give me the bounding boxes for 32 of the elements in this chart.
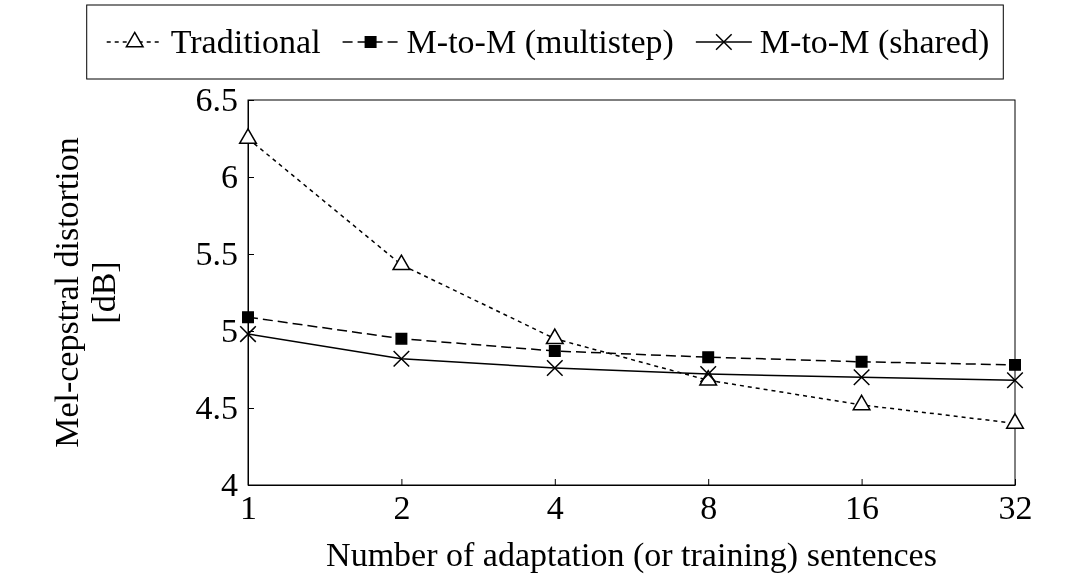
legend-label: Traditional [170,23,321,60]
point [239,325,257,343]
point [392,254,411,271]
point [702,351,715,364]
point [699,365,717,383]
x-tick-label: 8 [700,489,718,527]
point [238,128,258,145]
point [546,359,564,377]
y-tick-label: 6.5 [195,81,238,119]
point [1006,371,1024,389]
y-tick-label: 5.5 [195,235,238,273]
point [548,345,561,358]
legend-label: M-to-M (shared) [759,23,990,61]
point [1009,358,1021,371]
y-tick-label: 5 [221,312,238,350]
y-tick-label: 4 [221,466,238,504]
point [855,355,868,368]
point [545,328,564,345]
x-tick-label: 2 [393,489,411,527]
point [242,311,254,324]
point [392,350,410,368]
x-tick-label: 32 [998,489,1033,527]
legend-label: M-to-M (multistep) [406,23,674,61]
x-tick-label: 16 [845,489,880,527]
y-tick-label: 4.5 [195,389,238,427]
point [853,368,871,386]
y-axis-title: Mel-cepstral distortion [dB] [48,137,123,448]
x-tick-label: 4 [546,489,564,527]
x-axis-title: Number of adaptation (or training) sentences [326,536,937,574]
y-tick-label: 6 [221,158,238,196]
point [395,332,408,345]
x-tick-label: 1 [240,489,257,527]
